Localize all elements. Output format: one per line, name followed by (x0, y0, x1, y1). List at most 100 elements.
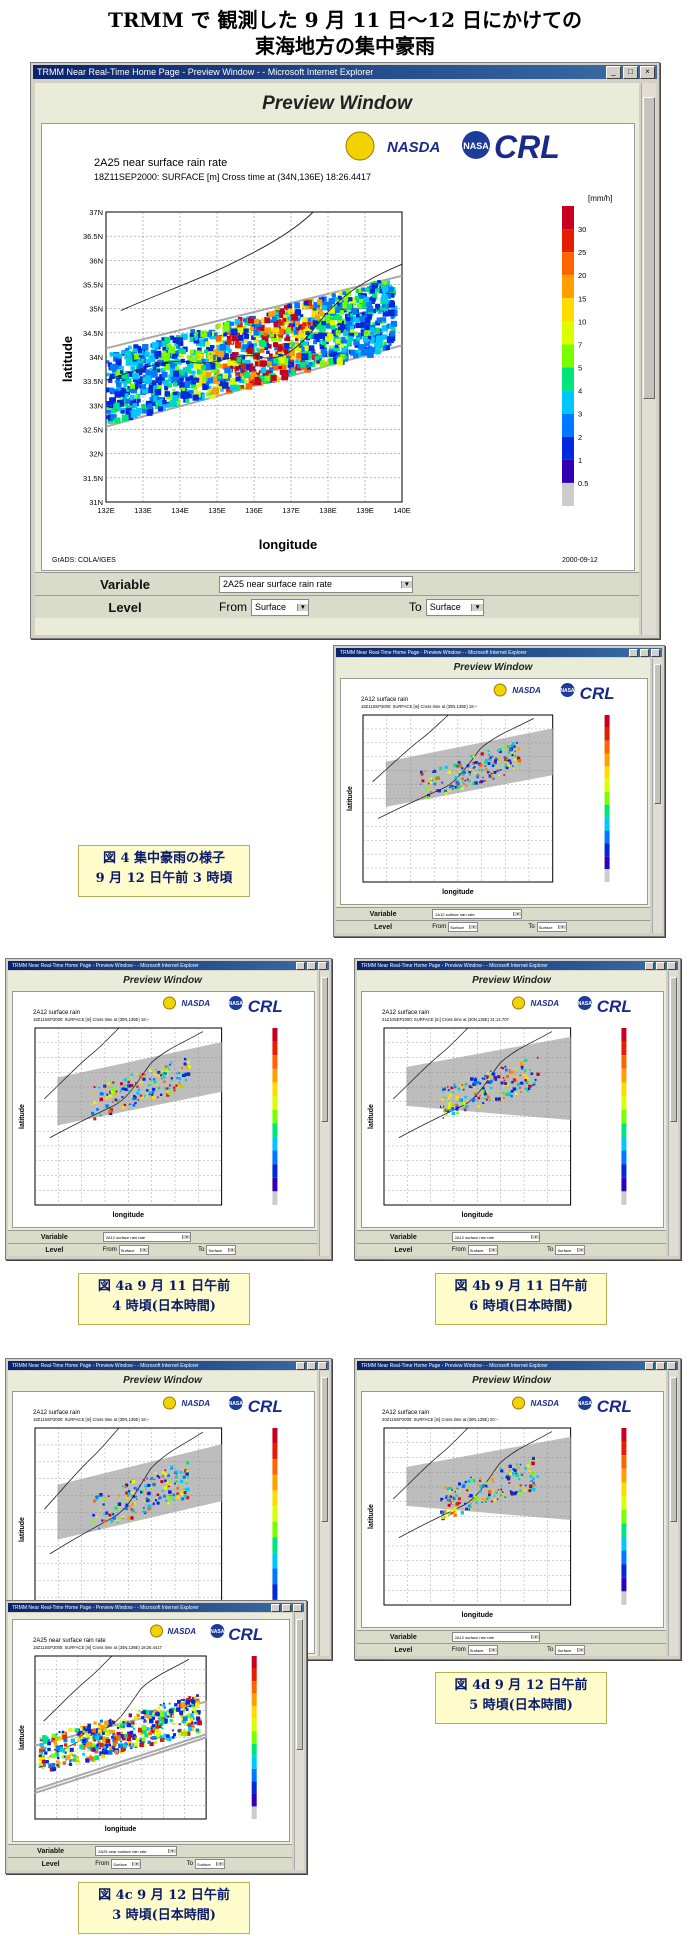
scrollbar-thumb[interactable] (296, 1619, 303, 1750)
dropdown-arrow-icon[interactable]: ▼ (167, 1849, 176, 1853)
maximize-icon[interactable] (307, 961, 316, 970)
scrollbar-thumb[interactable] (670, 1377, 677, 1522)
from-select[interactable]: Surface ▼ (111, 1859, 142, 1869)
close-icon[interactable] (318, 1361, 327, 1370)
dropdown-arrow-icon[interactable]: ▼ (531, 1235, 540, 1239)
maximize-icon[interactable] (656, 961, 665, 970)
to-select[interactable]: Surface ▼ (206, 1245, 237, 1255)
dropdown-arrow-icon[interactable]: ▼ (513, 912, 522, 916)
y-axis-label: latitude (60, 336, 75, 382)
dropdown-arrow-icon[interactable]: ▼ (488, 1248, 497, 1252)
dropdown-arrow-icon[interactable]: ▼ (471, 603, 483, 611)
level-row: Level From Surface ▼ To Surface ▼ (8, 1857, 292, 1870)
minimize-icon[interactable]: _ (606, 65, 621, 79)
scrollbar-thumb[interactable] (321, 1377, 328, 1522)
to-select[interactable]: Surface ▼ (536, 922, 567, 932)
colorbar-swatch (562, 252, 574, 276)
scrollbar-thumb[interactable] (670, 977, 677, 1122)
thumbnail-window-title: TRMM Near Real-Time Home Page - Preview … (12, 962, 199, 969)
minimize-icon[interactable] (645, 961, 654, 970)
minimize-icon[interactable] (271, 1603, 280, 1612)
rain-cells (440, 1056, 540, 1119)
colorbar-swatch (272, 1191, 278, 1205)
close-icon[interactable] (651, 648, 660, 657)
dropdown-arrow-icon[interactable]: ▼ (531, 1635, 540, 1639)
thumbnail-scrollbar[interactable] (668, 1371, 678, 1656)
to-select[interactable]: Surface ▼ (555, 1245, 586, 1255)
dropdown-arrow-icon[interactable]: ▼ (488, 1648, 497, 1652)
variable-row: Variable 2A25 near surface rain rate ▼ (35, 572, 639, 595)
close-icon[interactable] (293, 1603, 302, 1612)
dropdown-arrow-icon[interactable]: ▼ (182, 1235, 191, 1239)
variable-select[interactable]: 2A12 surface rain rate ▼ (451, 1232, 541, 1242)
logo-crl: CRL (580, 684, 615, 703)
variable-select[interactable]: 2A12 surface rain rate ▼ (451, 1632, 541, 1642)
variable-select[interactable]: 2A25 near surface rain rate ▼ (219, 575, 413, 593)
maximize-icon[interactable] (640, 648, 649, 657)
maximize-icon[interactable] (282, 1603, 291, 1612)
thumbnail-window-title: TRMM Near Real-Time Home Page - Preview … (12, 1362, 199, 1369)
dropdown-arrow-icon[interactable]: ▼ (400, 580, 412, 588)
minimize-icon[interactable] (296, 1361, 305, 1370)
minimize-icon[interactable] (296, 961, 305, 970)
maximize-icon[interactable] (307, 1361, 316, 1370)
variable-select[interactable]: 2A12 surface rain rate ▼ (102, 1232, 192, 1242)
from-select[interactable]: Surface ▼ (118, 1245, 149, 1255)
to-select[interactable]: Surface ▼ (425, 598, 484, 616)
to-select[interactable]: Surface ▼ (555, 1645, 586, 1655)
main-window-scrollbar[interactable] (641, 83, 656, 635)
thumbnail-map (362, 714, 554, 883)
close-icon[interactable] (667, 961, 676, 970)
dropdown-arrow-icon[interactable]: ▼ (216, 1862, 224, 1866)
close-icon[interactable] (318, 961, 327, 970)
scrollbar-thumb[interactable] (654, 664, 661, 804)
dropdown-arrow-icon[interactable]: ▼ (576, 1648, 585, 1652)
thumbnail-title-bar[interactable]: TRMM Near Real-Time Home Page - Preview … (8, 1361, 329, 1370)
colorbar-swatch (272, 1506, 278, 1522)
variable-select[interactable]: 2A25 near surface rain rate ▼ (95, 1846, 177, 1856)
thumbnail-title-bar[interactable]: TRMM Near Real-Time Home Page - Preview … (357, 1361, 678, 1370)
colorbar-swatch (251, 1793, 257, 1807)
product-title: 2A12 surface rain (33, 1010, 80, 1016)
from-select[interactable]: Surface ▼ (251, 598, 309, 616)
thumbnail-scrollbar[interactable] (652, 658, 662, 933)
thumbnail-content: Preview Window NASDA NASA CRL 2A12 surface r… (8, 971, 317, 1256)
dropdown-arrow-icon[interactable]: ▼ (469, 925, 478, 929)
to-select[interactable]: Surface ▼ (194, 1859, 225, 1869)
from-select[interactable]: Surface ▼ (467, 1645, 498, 1655)
variable-select[interactable]: 2A12 surface rain rate ▼ (432, 909, 523, 919)
minimize-icon[interactable] (645, 1361, 654, 1370)
y-axis-label: latitude (368, 1504, 375, 1529)
thumbnail-scrollbar[interactable] (294, 1613, 304, 1870)
dropdown-arrow-icon[interactable]: ▼ (227, 1248, 236, 1252)
dropdown-arrow-icon[interactable]: ▼ (557, 925, 566, 929)
dropdown-arrow-icon[interactable]: ▼ (139, 1248, 148, 1252)
colorbar-swatch (621, 1055, 627, 1069)
thumbnail-title-bar[interactable]: TRMM Near Real-Time Home Page - Preview … (336, 648, 662, 657)
dropdown-arrow-icon[interactable]: ▼ (132, 1862, 141, 1866)
x-axis-label: longitude (462, 1212, 494, 1219)
main-window-title-bar[interactable]: TRMM Near Real-Time Home Page - Preview … (33, 65, 657, 79)
thumbnail-title-bar[interactable]: TRMM Near Real-Time Home Page - Preview … (8, 1603, 304, 1612)
thumbnail-scrollbar[interactable] (319, 971, 329, 1256)
thumbnail-title-bar[interactable]: TRMM Near Real-Time Home Page - Preview … (357, 961, 678, 970)
maximize-icon[interactable] (656, 1361, 665, 1370)
minimize-icon[interactable] (629, 648, 638, 657)
thumbnail-window-title: TRMM Near Real-Time Home Page - Preview … (361, 962, 548, 969)
from-select[interactable]: Surface ▼ (467, 1245, 498, 1255)
colorbar-level-label: 20 (578, 271, 586, 280)
scrollbar-thumb[interactable] (321, 977, 328, 1122)
thumbnail-scrollbar[interactable] (668, 971, 678, 1256)
dropdown-arrow-icon[interactable]: ▼ (576, 1248, 585, 1252)
thumbnail-window-fig4a: TRMM Near Real-Time Home Page - Preview … (5, 958, 332, 1260)
close-icon[interactable] (667, 1361, 676, 1370)
dropdown-arrow-icon[interactable]: ▼ (296, 603, 308, 611)
close-icon[interactable]: × (640, 65, 655, 79)
thumbnail-title-bar[interactable]: TRMM Near Real-Time Home Page - Preview … (8, 961, 329, 970)
variable-select-value: 2A25 near surface rain rate (223, 579, 333, 589)
maximize-icon[interactable]: □ (623, 65, 638, 79)
thumbnail-scrollbar[interactable] (319, 1371, 329, 1656)
from-select[interactable]: Surface ▼ (448, 922, 479, 932)
scrollbar-thumb[interactable] (643, 97, 655, 399)
colorbar-swatch (562, 275, 574, 299)
